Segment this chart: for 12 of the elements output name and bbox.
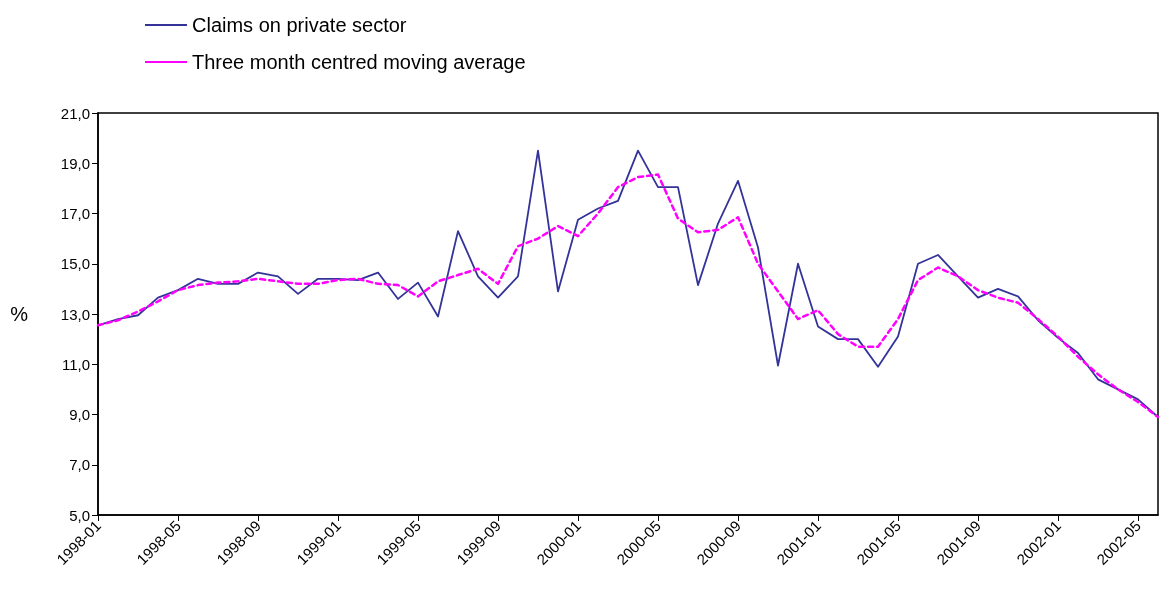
- legend-label: Claims on private sector: [192, 14, 407, 36]
- y-tick-label: 13,0: [60, 305, 90, 323]
- y-axis-title: %: [10, 303, 29, 325]
- y-tick-label: 5,0: [69, 506, 90, 524]
- y-tick-label: 11,0: [61, 355, 90, 373]
- y-tick-label: 7,0: [69, 456, 90, 474]
- y-tick-label: 15,0: [60, 255, 90, 273]
- y-tick-label: 21,0: [60, 104, 90, 122]
- y-tick-label: 19,0: [60, 154, 90, 172]
- legend-label: Three month centred moving average: [192, 51, 526, 73]
- y-tick-label: 9,0: [69, 406, 90, 423]
- y-tick-label: 17,0: [60, 205, 90, 222]
